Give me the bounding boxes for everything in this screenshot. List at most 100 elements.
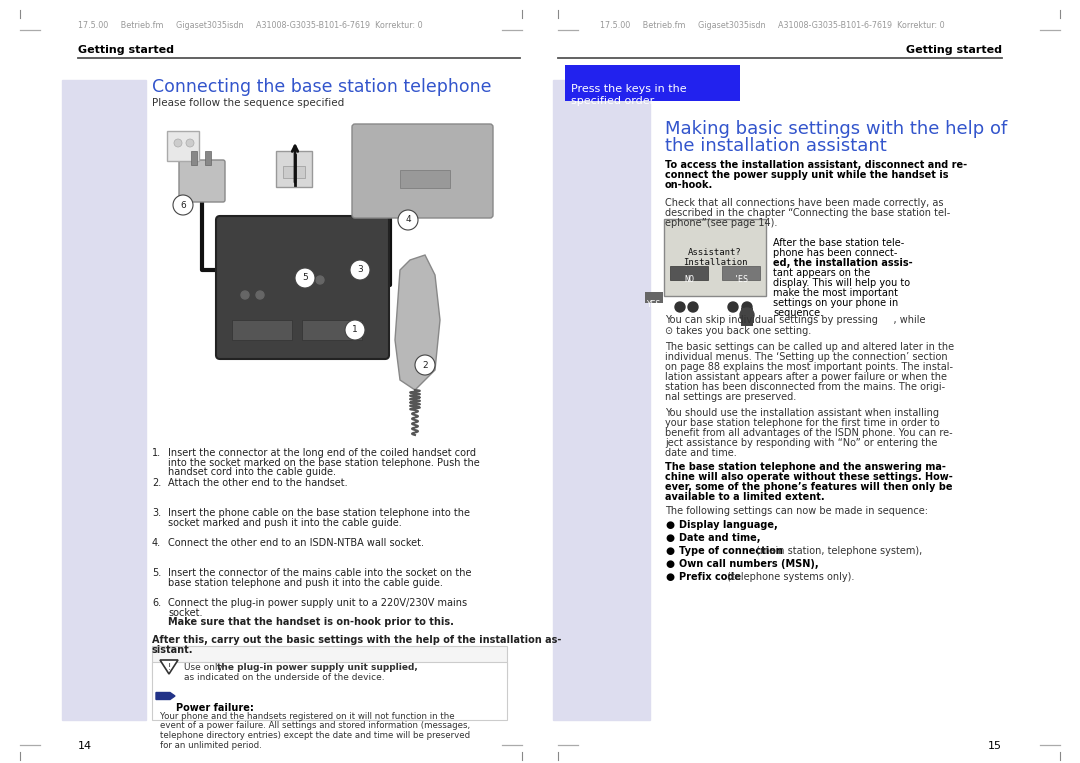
Circle shape — [675, 302, 685, 312]
Text: as indicated on the underside of the device.: as indicated on the underside of the dev… — [184, 673, 384, 682]
Bar — [0, 0, 540, 763]
Text: 15: 15 — [988, 741, 1002, 751]
Bar — [400, 170, 450, 188]
Bar — [62, 80, 146, 720]
Text: display. This will help you to: display. This will help you to — [773, 278, 910, 288]
Text: Connect the other end to an ISDN-NTBA wall socket.: Connect the other end to an ISDN-NTBA wa… — [168, 538, 424, 548]
Text: Making basic settings with the help of: Making basic settings with the help of — [665, 120, 1008, 138]
Text: telephone directory entries) except the date and time will be preserved: telephone directory entries) except the … — [160, 731, 470, 740]
Text: Own call numbers (MSN),: Own call numbers (MSN), — [679, 559, 819, 569]
FancyBboxPatch shape — [216, 216, 389, 359]
Text: ⊙ takes you back one setting.: ⊙ takes you back one setting. — [665, 326, 811, 336]
Text: The base station telephone and the answering ma-: The base station telephone and the answe… — [665, 462, 946, 472]
Text: phone has been connect-: phone has been connect- — [773, 248, 897, 258]
Bar — [670, 266, 708, 280]
Text: settings on your phone in: settings on your phone in — [773, 298, 899, 308]
Circle shape — [415, 355, 435, 375]
Text: 5.: 5. — [152, 568, 161, 578]
Text: Connect the plug-in power supply unit to a 220V/230V mains: Connect the plug-in power supply unit to… — [168, 598, 468, 608]
FancyBboxPatch shape — [179, 160, 225, 202]
Text: Please follow the sequence specified: Please follow the sequence specified — [152, 98, 345, 108]
Text: ●: ● — [665, 520, 674, 530]
Text: After the base station tele-: After the base station tele- — [773, 238, 904, 248]
Text: Prefix code: Prefix code — [679, 572, 741, 582]
Text: (main station, telephone system),: (main station, telephone system), — [753, 546, 922, 556]
Text: individual menus. The ‘Setting up the connection’ section: individual menus. The ‘Setting up the co… — [665, 352, 947, 362]
Bar — [205, 151, 211, 165]
Circle shape — [728, 302, 738, 312]
Text: handset cord into the cable guide.: handset cord into the cable guide. — [168, 467, 336, 477]
Text: benefit from all advantages of the ISDN phone. You can re-: benefit from all advantages of the ISDN … — [665, 428, 953, 438]
Text: make the most important: make the most important — [773, 288, 897, 298]
Text: ed, the installation assis-: ed, the installation assis- — [773, 258, 913, 268]
Text: ever, some of the phone’s features will then only be: ever, some of the phone’s features will … — [665, 482, 953, 492]
Text: on-hook.: on-hook. — [665, 180, 713, 190]
Text: 3: 3 — [357, 266, 363, 275]
Bar — [741, 308, 753, 326]
Bar — [553, 80, 650, 720]
Text: available to a limited extent.: available to a limited extent. — [665, 492, 825, 502]
Text: After this, carry out the basic settings with the help of the installation as-: After this, carry out the basic settings… — [152, 635, 562, 645]
Circle shape — [345, 320, 365, 340]
Text: the installation assistant: the installation assistant — [665, 137, 887, 155]
Text: base station telephone and push it into the cable guide.: base station telephone and push it into … — [168, 578, 443, 588]
Text: Use only: Use only — [184, 663, 226, 672]
Bar — [540, 0, 1080, 763]
Text: The basic settings can be called up and altered later in the: The basic settings can be called up and … — [665, 342, 954, 352]
Text: described in the chapter “Connecting the base station tel-: described in the chapter “Connecting the… — [665, 208, 950, 218]
Text: 1: 1 — [352, 326, 357, 334]
Text: the plug-in power supply unit supplied,: the plug-in power supply unit supplied, — [217, 663, 418, 672]
Text: Getting started: Getting started — [78, 45, 174, 55]
Text: 1.: 1. — [152, 448, 161, 458]
Text: event of a power failure. All settings and stored information (messages,: event of a power failure. All settings a… — [160, 722, 470, 730]
Circle shape — [350, 260, 370, 280]
Circle shape — [742, 302, 752, 312]
Bar — [283, 166, 305, 178]
FancyArrow shape — [156, 693, 175, 700]
Text: 'ES: 'ES — [733, 275, 748, 284]
Circle shape — [688, 302, 698, 312]
Text: sequence.: sequence. — [773, 308, 823, 318]
Text: 6: 6 — [180, 201, 186, 210]
Bar — [723, 266, 760, 280]
Text: socket marked and push it into the cable guide.: socket marked and push it into the cable… — [168, 517, 402, 527]
Text: into the socket marked on the base station telephone. Push the: into the socket marked on the base stati… — [168, 458, 480, 468]
Text: nal settings are preserved.: nal settings are preserved. — [665, 392, 796, 402]
Text: sistant.: sistant. — [152, 645, 193, 655]
Text: 14: 14 — [78, 741, 92, 751]
Circle shape — [295, 268, 315, 288]
Text: 4: 4 — [405, 215, 410, 224]
Text: ephone”(see page 14).: ephone”(see page 14). — [665, 218, 778, 228]
Text: on page 88 explains the most important points. The instal-: on page 88 explains the most important p… — [665, 362, 953, 372]
Text: Insert the phone cable on the base station telephone into the: Insert the phone cable on the base stati… — [168, 508, 470, 518]
Text: You should use the installation assistant when installing: You should use the installation assistan… — [665, 408, 939, 418]
Text: Connecting the base station telephone: Connecting the base station telephone — [152, 78, 491, 96]
Text: Your phone and the handsets registered on it will not function in the: Your phone and the handsets registered o… — [160, 712, 455, 721]
Text: 2: 2 — [422, 360, 428, 369]
Text: (telephone systems only).: (telephone systems only). — [724, 572, 854, 582]
Text: Power failure:: Power failure: — [176, 703, 254, 713]
Text: You can skip individual settings by pressing     , while: You can skip individual settings by pres… — [665, 315, 926, 325]
Text: 6.: 6. — [152, 598, 161, 608]
Text: Attach the other end to the handset.: Attach the other end to the handset. — [168, 478, 348, 488]
Polygon shape — [160, 660, 178, 674]
Text: 17.5.00     Betrieb.fm     Gigaset3035isdn     A31008-G3035-B101-6-7619  Korrekt: 17.5.00 Betrieb.fm Gigaset3035isdn A3100… — [600, 21, 945, 31]
Text: 2.: 2. — [152, 478, 161, 488]
Circle shape — [296, 276, 303, 284]
Text: chine will also operate without these settings. How-: chine will also operate without these se… — [665, 472, 953, 482]
Bar — [645, 292, 663, 303]
Circle shape — [256, 291, 264, 299]
FancyBboxPatch shape — [352, 124, 492, 218]
Circle shape — [241, 291, 249, 299]
Text: Getting started: Getting started — [906, 45, 1002, 55]
Text: YES: YES — [647, 300, 661, 309]
Text: connect the power supply unit while the handset is: connect the power supply unit while the … — [665, 170, 948, 180]
Circle shape — [740, 308, 754, 322]
Text: ●: ● — [665, 546, 674, 556]
Bar — [302, 320, 362, 340]
Text: specified order: specified order — [571, 96, 654, 106]
Text: socket.: socket. — [168, 607, 203, 617]
Text: Installation: Installation — [683, 258, 747, 267]
Text: Insert the connector of the mains cable into the socket on the: Insert the connector of the mains cable … — [168, 568, 472, 578]
Text: station has been disconnected from the mains. The origi-: station has been disconnected from the m… — [665, 382, 945, 392]
